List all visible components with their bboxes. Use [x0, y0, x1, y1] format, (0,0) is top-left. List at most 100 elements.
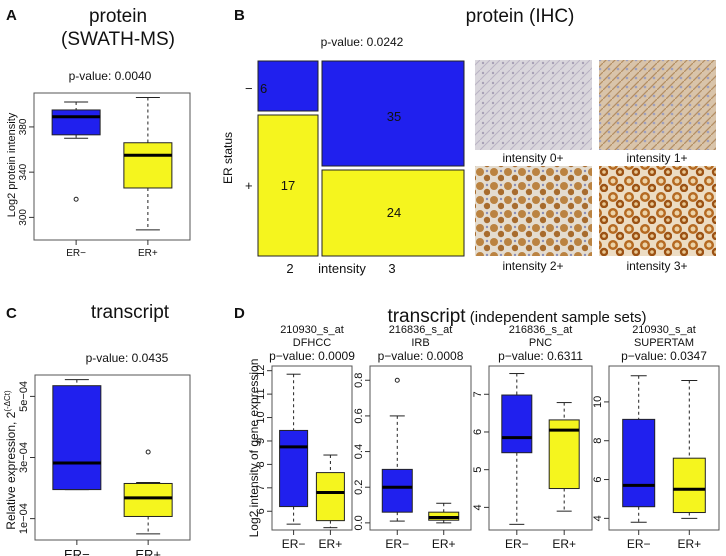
panel-a-box-er-neg-outlier-0	[73, 196, 79, 202]
mosaic-row-minus: −	[245, 81, 253, 96]
panel-a-pvalue: p-value: 0.0040	[69, 69, 152, 83]
panel-c-box-er-pos	[123, 482, 173, 517]
panel-d2-ytick-label-3: 0.6	[353, 408, 365, 423]
panel-d4-box-er-pos-xlabel: ER+	[677, 537, 701, 551]
ihc-label-2: intensity 2+	[502, 259, 563, 273]
panel-d2-set: IRB	[411, 337, 429, 349]
panel-d2-box-er-pos-xlabel: ER+	[432, 537, 456, 551]
ihc-image-intensity-0	[475, 60, 592, 150]
mosaic-col-3: 3	[388, 261, 395, 276]
panel-d2-probe: 216836_s_at	[389, 324, 453, 336]
panel-d1-pvalue: p−value: 0.0009	[269, 349, 355, 363]
panel-d4-ytick-label-2: 8	[592, 438, 604, 444]
panel-d2-ytick-label-4: 0.8	[353, 373, 365, 388]
panel-a-box-er-neg-xlabel: ER−	[66, 248, 86, 259]
panel-c-box-er-neg	[52, 385, 102, 491]
panel-a-ytick-label-1: 340	[18, 163, 29, 180]
panel-d1-probe: 210930_s_at	[280, 324, 344, 336]
panel-d4-box-er-neg	[622, 418, 656, 508]
panel-d2-ytick-label-0: 0.0	[353, 515, 365, 530]
mosaic-cell-neg-3	[321, 60, 465, 167]
panel-d3-pvalue: p−value: 0.6311	[498, 349, 583, 363]
panel-d-letter: D	[234, 305, 245, 322]
panel-d1-ytick-label-1: 7	[255, 485, 267, 491]
mosaic-count-neg-2: 6	[260, 81, 267, 96]
mosaic-cell-pos-3	[321, 169, 465, 257]
panel-a-box-er-neg	[51, 109, 101, 136]
panel-d4-box-er-pos	[672, 457, 706, 514]
panel-c-ytick-label-2: 5e−04	[18, 381, 30, 412]
panel-d2-box-er-neg-xlabel: ER−	[385, 537, 409, 551]
panel-d-title-sub: (independent sample sets)	[470, 309, 647, 326]
panel-d3-probe: 216836_s_at	[509, 324, 573, 336]
mosaic-cell-neg-2	[257, 60, 319, 112]
panel-d1-ytick-label-2: 8	[255, 461, 267, 467]
panel-a-ytick-label-0: 300	[18, 209, 29, 226]
panel-d4-ytick-label-1: 6	[592, 476, 604, 482]
panel-d3-ytick-label-0: 4	[472, 504, 484, 510]
panel-c-ytick-label-1: 3e−04	[18, 442, 30, 473]
panel-a-frame	[33, 92, 191, 241]
panel-b-pvalue: p-value: 0.0242	[321, 35, 404, 49]
ihc-image-intensity-1	[599, 60, 716, 150]
panel-d4-pvalue: p−value: 0.0347	[621, 349, 707, 363]
mosaic-row-plus: +	[245, 178, 253, 193]
panel-a-ytick-label-2: 380	[18, 118, 29, 135]
panel-d4-set: SUPERTAM	[634, 337, 694, 349]
panel-d2-box-er-neg-outlier-0	[394, 377, 400, 383]
panel-d2-box-er-neg	[381, 468, 413, 513]
panel-a-box-er-pos-xlabel: ER+	[138, 248, 158, 259]
panel-b-title: protein (IHC)	[466, 6, 575, 27]
mosaic-col-2: 2	[286, 261, 293, 276]
panel-d3-ytick-label-3: 7	[472, 391, 484, 397]
panel-c-title: transcript	[91, 302, 170, 323]
panel-d3-box-er-pos-xlabel: ER+	[552, 537, 576, 551]
panel-c-ytick-label-0: 1e−04	[18, 503, 30, 534]
panel-c-pvalue: p-value: 0.0435	[86, 351, 169, 365]
panel-d2-ytick-label-2: 0.4	[353, 444, 365, 459]
panel-d3-set: PNC	[529, 337, 552, 349]
panel-d4-box-er-neg-xlabel: ER−	[627, 537, 651, 551]
ihc-label-0: intensity 0+	[502, 151, 563, 165]
panel-d1-box-er-pos-xlabel: ER+	[319, 537, 343, 551]
panel-d1-set: DFHCC	[293, 337, 332, 349]
panel-d-ylabel: Log2 intensity of gene expression	[247, 359, 261, 538]
panel-d4-ytick-label-0: 4	[592, 515, 604, 521]
panel-a-letter: A	[6, 7, 17, 24]
panel-d1-box-er-neg	[279, 429, 309, 508]
panel-d1-ytick-label-4: 10	[255, 411, 267, 423]
panel-a-title: protein	[89, 6, 147, 27]
panel-d4-frame	[608, 365, 720, 531]
panel-d1-box-er-neg-xlabel: ER−	[282, 537, 306, 551]
ihc-image-intensity-3	[599, 166, 716, 256]
panel-d1-ytick-label-0: 6	[255, 508, 267, 514]
panel-d1-box-er-pos	[315, 472, 345, 522]
panel-c-letter: C	[6, 305, 17, 322]
ihc-label-3: intensity 3+	[626, 259, 687, 273]
panel-c-box-er-neg-xlabel: ER−	[64, 547, 90, 556]
panel-d-title-main: transcript	[387, 306, 466, 327]
panel-d3-ytick-label-1: 5	[472, 467, 484, 473]
panel-d4-probe: 210930_s_at	[632, 324, 696, 336]
panel-a-subtitle: (SWATH-MS)	[61, 29, 175, 50]
mosaic-ylabel: ER status	[221, 132, 235, 184]
panel-a-box-er-pos	[123, 142, 173, 189]
panel-d3-box-er-neg-xlabel: ER−	[505, 537, 529, 551]
panel-a-plot: 300 340 380 ER− ER+	[18, 92, 191, 259]
ihc-label-1: intensity 1+	[626, 151, 687, 165]
panel-d3-box-er-neg	[501, 394, 533, 454]
panel-c-plot: 1e−04 3e−04 5e−04 ER− ER+	[18, 374, 191, 556]
panel-c-ylabel-main: Relative expression, 2	[4, 411, 18, 529]
mosaic-count-neg-3: 35	[387, 109, 401, 124]
panel-d1-ytick-label-3: 9	[255, 438, 267, 444]
panel-c-ylabel-sup: (-ΔCt)	[3, 390, 12, 412]
panel-c-box-er-pos-xlabel: ER+	[135, 547, 161, 556]
panel-d-title: transcript (independent sample sets)	[387, 306, 646, 327]
panel-d4-ytick-label-3: 10	[592, 396, 604, 408]
panel-d2-frame	[369, 365, 472, 531]
mosaic-count-pos-3: 24	[387, 205, 401, 220]
panel-c-ylabel: Relative expression, 2(-ΔCt)	[3, 390, 18, 530]
